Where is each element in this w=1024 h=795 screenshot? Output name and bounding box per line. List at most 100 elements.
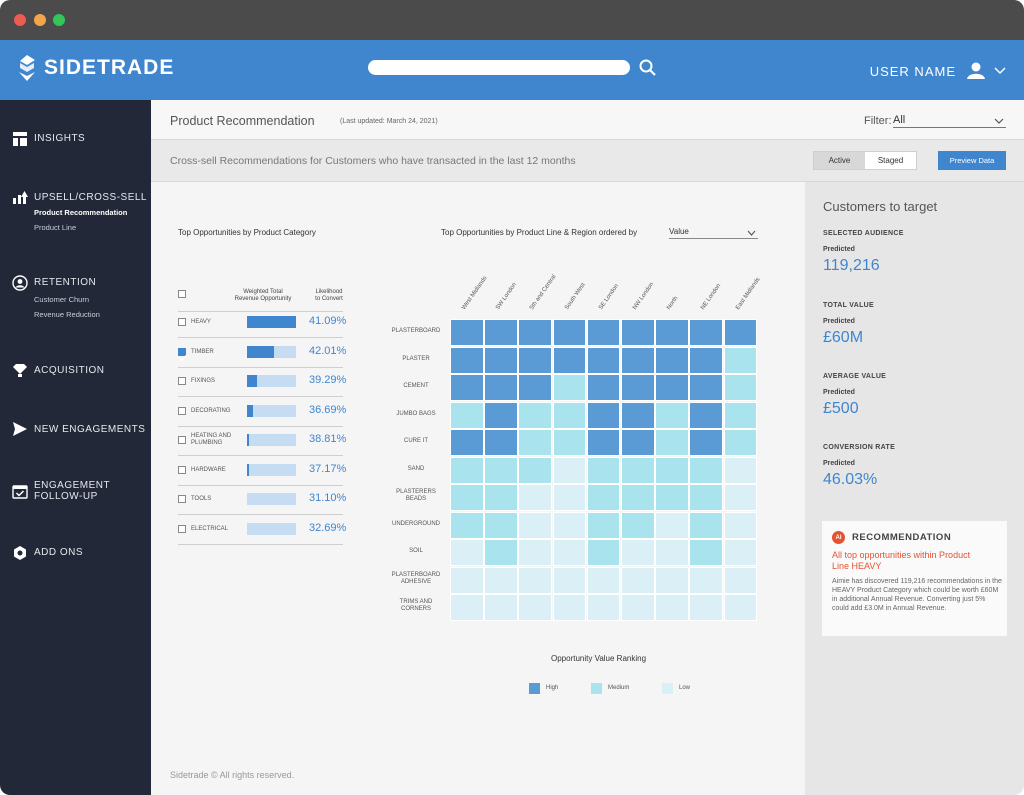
heatmap-cell[interactable] [655, 429, 689, 456]
heatmap-cell[interactable] [450, 456, 484, 484]
heatmap-cell[interactable] [723, 346, 758, 374]
heatmap-cell[interactable] [518, 539, 553, 566]
heatmap-cell[interactable] [484, 539, 518, 566]
heatmap-cell[interactable] [621, 484, 655, 511]
heatmap-cell[interactable] [586, 346, 621, 374]
category-checkbox[interactable] [178, 347, 187, 361]
heatmap-cell[interactable] [552, 484, 587, 511]
heatmap-cell[interactable] [655, 456, 689, 484]
sidebar-item-add-ons[interactable]: ADD ONS [12, 545, 83, 561]
category-checkbox[interactable] [178, 406, 186, 415]
sidebar-item-acquisition[interactable]: ACQUISITION [12, 362, 105, 378]
heatmap-cell[interactable] [723, 374, 758, 401]
heatmap-cell[interactable] [621, 456, 655, 484]
heatmap-cell[interactable] [518, 319, 553, 346]
heatmap-cell[interactable] [586, 401, 621, 429]
toggle-active[interactable]: Active [814, 152, 865, 169]
heatmap-cell[interactable] [723, 319, 758, 346]
heatmap-cell[interactable] [552, 346, 587, 374]
sidebar-item-engagement-followup[interactable]: ENGAGEMENT FOLLOW-UP [12, 480, 110, 502]
heatmap-cell[interactable] [586, 539, 621, 566]
heatmap-cell[interactable] [689, 429, 724, 456]
heatmap-cell[interactable] [621, 319, 655, 346]
heatmap-cell[interactable] [586, 374, 621, 401]
heatmap-cell[interactable] [484, 374, 518, 401]
heatmap-cell[interactable] [484, 401, 518, 429]
user-menu[interactable]: USER NAME [870, 62, 1006, 80]
heatmap-cell[interactable] [552, 319, 587, 346]
heatmap-cell[interactable] [689, 566, 724, 594]
heatmap-cell[interactable] [723, 566, 758, 594]
heatmap-cell[interactable] [586, 319, 621, 346]
heatmap-cell[interactable] [450, 319, 484, 346]
sidebar-subitem-product-line[interactable]: Product Line [34, 223, 77, 232]
heatmap-cell[interactable] [518, 374, 553, 401]
heatmap-cell[interactable] [586, 429, 621, 456]
heatmap-cell[interactable] [655, 319, 689, 346]
sidebar-item-insights[interactable]: INSIGHTS [12, 131, 85, 147]
heatmap-cell[interactable] [689, 456, 724, 484]
minimize-window-button[interactable] [34, 14, 46, 26]
heatmap-cell[interactable] [484, 594, 518, 621]
heatmap-cell[interactable] [518, 401, 553, 429]
heatmap-cell[interactable] [621, 401, 655, 429]
heatmap-cell[interactable] [450, 401, 484, 429]
heatmap-cell[interactable] [484, 566, 518, 594]
heatmap-cell[interactable] [621, 429, 655, 456]
search-icon[interactable] [638, 58, 658, 78]
heatmap-cell[interactable] [518, 456, 553, 484]
heatmap-cell[interactable] [723, 456, 758, 484]
heatmap-cell[interactable] [621, 374, 655, 401]
heatmap-cell[interactable] [552, 511, 587, 539]
heatmap-cell[interactable] [655, 374, 689, 401]
heatmap-cell[interactable] [689, 594, 724, 621]
heatmap-cell[interactable] [586, 456, 621, 484]
category-checkbox[interactable] [178, 524, 186, 533]
heatmap-cell[interactable] [621, 566, 655, 594]
sidebar-item-upsell[interactable]: UPSELL/CROSS-SELL [12, 188, 147, 204]
heatmap-cell[interactable] [518, 484, 553, 511]
heatmap-cell[interactable] [552, 594, 587, 621]
heatmap-cell[interactable] [552, 374, 587, 401]
heatmap-cell[interactable] [621, 539, 655, 566]
heatmap-cell[interactable] [518, 429, 553, 456]
category-checkbox[interactable] [178, 318, 186, 326]
heatmap-cell[interactable] [655, 594, 689, 621]
sidebar-item-new-engagements[interactable]: NEW ENGAGEMENTS [12, 421, 145, 437]
maximize-window-button[interactable] [53, 14, 65, 26]
heatmap-cell[interactable] [621, 511, 655, 539]
heatmap-cell[interactable] [484, 319, 518, 346]
toggle-staged[interactable]: Staged [865, 152, 916, 169]
sidebar-subitem-product-recommendation[interactable]: Product Recommendation [34, 208, 128, 217]
sidebar-subitem-revenue-reduction[interactable]: Revenue Reduction [34, 310, 100, 319]
heatmap-cell[interactable] [723, 511, 758, 539]
heatmap-cell[interactable] [723, 594, 758, 621]
filter-dropdown[interactable]: All [893, 114, 1006, 128]
heatmap-cell[interactable] [689, 401, 724, 429]
heatmap-cell[interactable] [450, 374, 484, 401]
heatmap-cell[interactable] [484, 484, 518, 511]
search-input[interactable] [368, 60, 630, 75]
heatmap-cell[interactable] [655, 401, 689, 429]
heatmap-cell[interactable] [484, 511, 518, 539]
sidebar-item-retention[interactable]: RETENTION [12, 275, 96, 291]
preview-data-button[interactable]: Preview Data [938, 151, 1006, 170]
heatmap-cell[interactable] [655, 566, 689, 594]
heatmap-cell[interactable] [552, 566, 587, 594]
heatmap-cell[interactable] [689, 484, 724, 511]
heatmap-cell[interactable] [689, 374, 724, 401]
heatmap-cell[interactable] [655, 484, 689, 511]
heatmap-cell[interactable] [586, 594, 621, 621]
close-window-button[interactable] [14, 14, 26, 26]
heatmap-cell[interactable] [689, 346, 724, 374]
heatmap-cell[interactable] [518, 511, 553, 539]
heatmap-cell[interactable] [518, 594, 553, 621]
heatmap-cell[interactable] [450, 594, 484, 621]
heatmap-cell[interactable] [586, 511, 621, 539]
heatmap-cell[interactable] [450, 484, 484, 511]
order-by-dropdown[interactable]: Value [669, 227, 758, 239]
heatmap-cell[interactable] [689, 319, 724, 346]
heatmap-cell[interactable] [723, 539, 758, 566]
heatmap-cell[interactable] [552, 429, 587, 456]
heatmap-cell[interactable] [450, 346, 484, 374]
